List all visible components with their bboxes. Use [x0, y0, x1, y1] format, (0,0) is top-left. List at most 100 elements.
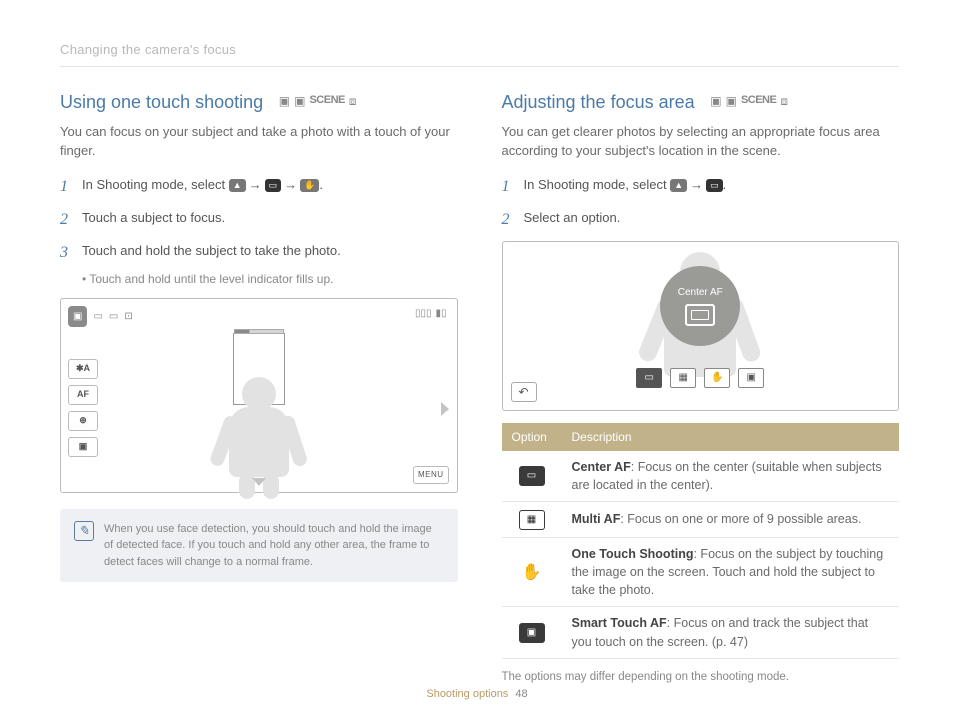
down-arrow-icon[interactable]	[252, 478, 266, 486]
left-title: Using one touch shooting	[60, 89, 263, 116]
camera-ui-illustration-right: Center AF ▭ ▦ ✋ ▣ ↶	[502, 241, 900, 411]
multi-af-option[interactable]: ▦	[670, 368, 696, 388]
row-desc: Multi AF: Focus on one or more of 9 poss…	[562, 501, 900, 537]
af-button[interactable]: AF	[68, 385, 98, 405]
mode-badge-icon: ▣	[68, 306, 87, 327]
silhouette	[229, 377, 289, 477]
step-2: 2 Select an option.	[502, 208, 900, 232]
dual-icon: ⧈	[780, 92, 788, 110]
left-steps: 1 In Shooting mode, select ▲→▭→✋. 2 Touc…	[60, 175, 458, 265]
step-number: 1	[502, 175, 516, 199]
note-box: ✎ When you use face detection, you shoul…	[60, 509, 458, 583]
chapter-heading: Changing the camera's focus	[60, 40, 899, 67]
manual-page: Changing the camera's focus Using one to…	[0, 0, 954, 720]
right-intro: You can get clearer photos by selecting …	[502, 122, 900, 161]
opt-name: Smart Touch AF	[572, 616, 667, 630]
top-icon: ⊡	[124, 309, 132, 324]
step-2-body: Touch a subject to focus.	[82, 208, 458, 232]
storage-icon: ▯▯▯	[415, 306, 432, 321]
menu-button[interactable]: MENU	[413, 466, 449, 484]
mode-icons-right: ▣ ▣ SCENE ⧈	[710, 92, 788, 110]
one-touch-option[interactable]: ✋	[704, 368, 730, 388]
right-arrow-icon[interactable]	[441, 402, 449, 416]
level-indicator	[234, 329, 284, 334]
options-table: Option Description ▭ Center AF: Focus on…	[502, 423, 900, 659]
step-number: 1	[60, 175, 74, 199]
note-text: When you use face detection, you should …	[104, 521, 444, 571]
af-box-icon: ▭	[265, 179, 282, 192]
step1-text-a: In Shooting mode, select	[82, 177, 229, 192]
scene-text-icon: SCENE	[309, 92, 344, 110]
row-desc: One Touch Shooting: Focus on the subject…	[562, 538, 900, 607]
step-3: 3 Touch and hold the subject to take the…	[60, 241, 458, 265]
af-option-row: ▭ ▦ ✋ ▣	[636, 368, 764, 388]
table-header-row: Option Description	[502, 423, 900, 451]
arrow-icon: →	[246, 177, 265, 192]
row-icon-cell: ▣	[502, 607, 562, 658]
scene-text-icon: SCENE	[741, 92, 776, 110]
right-title: Adjusting the focus area	[502, 89, 695, 116]
touch-icon: ✋	[300, 179, 319, 192]
multi-af-icon: ▦	[519, 510, 545, 530]
row-desc: Center AF: Focus on the center (suitable…	[562, 451, 900, 502]
right-steps: 1 In Shooting mode, select ▲→▭. 2 Select…	[502, 175, 900, 232]
left-intro: You can focus on your subject and take a…	[60, 122, 458, 161]
top-icon: ▭	[93, 309, 102, 324]
step-number: 2	[60, 208, 74, 232]
center-af-option[interactable]: ▭	[636, 368, 662, 388]
step1r-text-b: .	[723, 177, 727, 192]
mode-icons-left: ▣ ▣ SCENE ⧈	[279, 92, 357, 110]
step-number: 2	[502, 208, 516, 232]
step-2: 2 Touch a subject to focus.	[60, 208, 458, 232]
up-icon: ▲	[670, 179, 687, 192]
subject-silhouette	[179, 327, 339, 477]
one-touch-icon: ✋	[519, 562, 545, 582]
resolution-button[interactable]: ▣	[68, 437, 98, 457]
timer-button[interactable]: ⊕	[68, 411, 98, 431]
right-column: Adjusting the focus area ▣ ▣ SCENE ⧈ You…	[502, 89, 900, 686]
arrow-icon: →	[687, 177, 706, 192]
camera-icon: ▣	[279, 92, 290, 110]
dual-icon: ⧈	[349, 92, 357, 110]
opt-name: Multi AF	[572, 512, 621, 526]
battery-row: ▯▯▯ ▮▯	[415, 306, 447, 321]
arrow-icon: →	[281, 177, 300, 192]
camera-icon: ▣	[710, 92, 721, 110]
up-icon: ▲	[229, 179, 246, 192]
row-icon-cell: ▦	[502, 501, 562, 537]
th-description: Description	[562, 423, 900, 451]
table-row: ▣ Smart Touch AF: Focus on and track the…	[502, 607, 900, 658]
battery-icon: ▮▯	[435, 306, 446, 321]
step-3-sub: Touch and hold until the level indicator…	[82, 270, 458, 288]
step-number: 3	[60, 241, 74, 265]
th-option: Option	[502, 423, 562, 451]
step-3-body: Touch and hold the subject to take the p…	[82, 241, 458, 265]
camera-ui-illustration-left: ▣ ▭ ▭ ⊡ ▯▯▯ ▮▯ ✱A AF ⊕ ▣	[60, 298, 458, 493]
step-1-body: In Shooting mode, select ▲→▭.	[524, 175, 900, 199]
row-icon-cell: ▭	[502, 451, 562, 502]
back-button[interactable]: ↶	[511, 382, 537, 402]
smart-touch-icon: ▣	[519, 623, 545, 643]
content-columns: Using one touch shooting ▣ ▣ SCENE ⧈ You…	[60, 89, 899, 686]
step-1: 1 In Shooting mode, select ▲→▭→✋.	[60, 175, 458, 199]
step-1-body: In Shooting mode, select ▲→▭→✋.	[82, 175, 458, 199]
ci-top-row: ▣ ▭ ▭ ⊡	[68, 306, 133, 327]
step-2-body: Select an option.	[524, 208, 900, 232]
opt-name: One Touch Shooting	[572, 547, 694, 561]
table-footnote: The options may differ depending on the …	[502, 669, 900, 686]
flash-button[interactable]: ✱A	[68, 359, 98, 379]
footer-section: Shooting options	[426, 688, 508, 700]
note-icon: ✎	[74, 521, 94, 541]
page-footer: Shooting options 48	[0, 686, 954, 703]
center-af-icon: ▭	[519, 466, 545, 486]
badge-label: Center AF	[678, 285, 723, 300]
row-icon-cell: ✋	[502, 538, 562, 607]
center-af-badge: Center AF	[660, 266, 740, 346]
row-desc: Smart Touch AF: Focus on and track the s…	[562, 607, 900, 658]
opt-rest: : Focus on one or more of 9 possible are…	[620, 512, 861, 526]
step-1: 1 In Shooting mode, select ▲→▭.	[502, 175, 900, 199]
left-button-stack: ✱A AF ⊕ ▣	[68, 359, 98, 457]
camera-icon-alt: ▣	[726, 92, 737, 110]
smart-touch-option[interactable]: ▣	[738, 368, 764, 388]
center-af-icon	[685, 304, 715, 326]
